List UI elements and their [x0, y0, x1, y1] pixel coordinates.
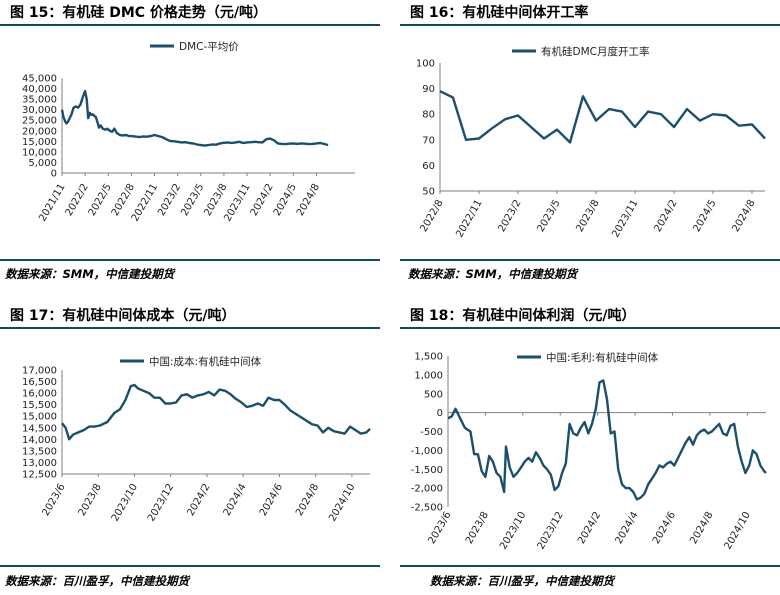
- y-tick-label: 1,500: [414, 352, 443, 363]
- y-tick-label: 90: [422, 84, 435, 95]
- y-tick-label: 20,000: [22, 126, 57, 137]
- source-rule-2: [400, 259, 780, 261]
- source-note-2: 数据来源：SMM，中信建投期货: [408, 267, 578, 281]
- x-tick-label: 2024/8: [295, 182, 322, 218]
- series-line: [447, 379, 767, 501]
- x-tick-label: 2024/2: [576, 510, 603, 546]
- y-tick-label: 30,000: [22, 105, 57, 116]
- x-tick-label: 2023/8: [574, 198, 601, 234]
- x-tick-label: 2024/6: [651, 510, 678, 546]
- y-tick-label: 80: [422, 110, 435, 121]
- y-tick-label: 16,000: [22, 389, 57, 400]
- y-tick-label: 0: [51, 169, 57, 180]
- y-tick-label: 0: [437, 408, 443, 419]
- y-tick-label: 14,000: [22, 435, 57, 446]
- x-tick-label: 2024/4: [614, 510, 641, 546]
- x-tick-label: 2023/10: [498, 510, 528, 551]
- x-tick-label: 2023/5: [535, 198, 562, 234]
- y-tick-label: 16,500: [22, 377, 57, 388]
- y-tick-label: 15,500: [22, 400, 57, 411]
- x-tick-label: 2024/8: [730, 198, 757, 234]
- x-tick-label: 2021/11: [37, 182, 67, 223]
- legend-label: 中国:毛利:有机硅中间体: [546, 351, 659, 364]
- legend-label: 有机硅DMC月度开工率: [541, 45, 649, 58]
- x-tick-label: 2024/2: [652, 198, 679, 234]
- source-note-4: 数据来源：百川盈孚，中信建投期货: [430, 574, 614, 588]
- x-tick-label: 2022/11: [454, 198, 484, 239]
- y-tick-label: 17,000: [22, 366, 57, 377]
- chart-dmc-price: 05,00010,00015,00020,00025,00030,00035,0…: [22, 41, 355, 223]
- y-tick-label: 25,000: [22, 116, 57, 127]
- y-tick-label: 15,000: [22, 137, 57, 148]
- y-tick-label: 60: [422, 161, 435, 172]
- y-tick-label: 12,500: [22, 470, 57, 481]
- x-tick-label: 2024/10: [327, 482, 357, 523]
- y-tick-label: 50: [422, 187, 435, 198]
- source-note-3: 数据来源：百川盈孚，中信建投期货: [5, 574, 189, 588]
- source-rule-4: [400, 565, 780, 567]
- series-line: [61, 383, 371, 441]
- chart-title-2: 图 16：有机硅中间体开工率: [410, 5, 589, 21]
- x-tick-label: 2024/2: [185, 482, 212, 518]
- y-tick-label: -2,000: [411, 484, 443, 495]
- y-tick-label: 100: [416, 59, 435, 70]
- y-tick-label: 13,500: [22, 446, 57, 457]
- chart-title-4: 图 18：有机硅中间体利润（元/吨）: [410, 308, 636, 324]
- x-tick-label: 2023/6: [426, 510, 453, 546]
- x-tick-label: 2024/10: [723, 510, 753, 551]
- legend-label: DMC-平均价: [179, 41, 239, 53]
- title-rule-4: [400, 327, 780, 329]
- x-tick-label: 2024/5: [691, 198, 718, 234]
- x-tick-label: 2023/8: [464, 510, 491, 546]
- y-tick-label: 14,500: [22, 423, 57, 434]
- x-tick-label: 2023/6: [40, 482, 67, 518]
- x-tick-label: 2023/12: [536, 510, 566, 551]
- x-tick-label: 2024/4: [222, 482, 249, 518]
- x-tick-label: 2023/12: [146, 482, 176, 523]
- y-tick-label: -500: [420, 427, 443, 438]
- chart-title-1: 图 15：有机硅 DMC 价格走势（元/吨）: [10, 5, 268, 21]
- chart-intermediate-cost: 12,50013,00013,50014,00014,50015,00015,5…: [22, 355, 371, 523]
- y-tick-label: 35,000: [22, 95, 57, 106]
- y-tick-label: -1,000: [411, 446, 443, 457]
- chart-title-3: 图 17：有机硅中间体成本（元/吨）: [10, 308, 236, 324]
- x-tick-label: 2024/8: [688, 510, 715, 546]
- y-tick-label: 40,000: [22, 84, 57, 95]
- y-tick-label: 1,000: [414, 370, 443, 381]
- y-tick-label: -2,500: [411, 503, 443, 514]
- y-tick-label: -1,500: [411, 465, 443, 476]
- title-rule-1: [0, 24, 380, 26]
- y-tick-label: 70: [422, 135, 435, 146]
- legend-label: 中国:成本:有机硅中间体: [149, 355, 262, 368]
- y-tick-label: 13,000: [22, 458, 57, 469]
- source-note-1: 数据来源：SMM，中信建投期货: [5, 267, 175, 281]
- y-tick-label: 45,000: [22, 74, 57, 85]
- y-tick-label: 10,000: [22, 147, 57, 158]
- chart-intermediate-profit: -2,500 -2,000 -1,500 -1,000 -500 0 500 1,000 1,5…: [411, 351, 767, 551]
- source-rule-3: [0, 565, 380, 567]
- series-line: [439, 90, 766, 144]
- x-tick-label: 2024/6: [258, 482, 285, 518]
- x-tick-label: 2022/8: [418, 198, 445, 234]
- y-tick-label: 500: [424, 389, 443, 400]
- x-tick-label: 2023/8: [77, 482, 104, 518]
- x-tick-label: 2023/2: [496, 198, 523, 234]
- x-tick-label: 2024/8: [294, 482, 321, 518]
- title-rule-2: [400, 24, 780, 26]
- x-tick-label: 2023/11: [610, 198, 640, 239]
- y-tick-label: 15,000: [22, 412, 57, 423]
- x-tick-label: 2023/10: [110, 482, 140, 523]
- series-line: [60, 89, 329, 147]
- y-tick-label: 5,000: [28, 158, 57, 169]
- chart-operating-rate: 50 60 70 80 90 100 2022/8 2022/11 2023/2 2023/5 20…: [416, 45, 766, 239]
- title-rule-3: [0, 327, 380, 329]
- source-rule-1: [0, 259, 380, 261]
